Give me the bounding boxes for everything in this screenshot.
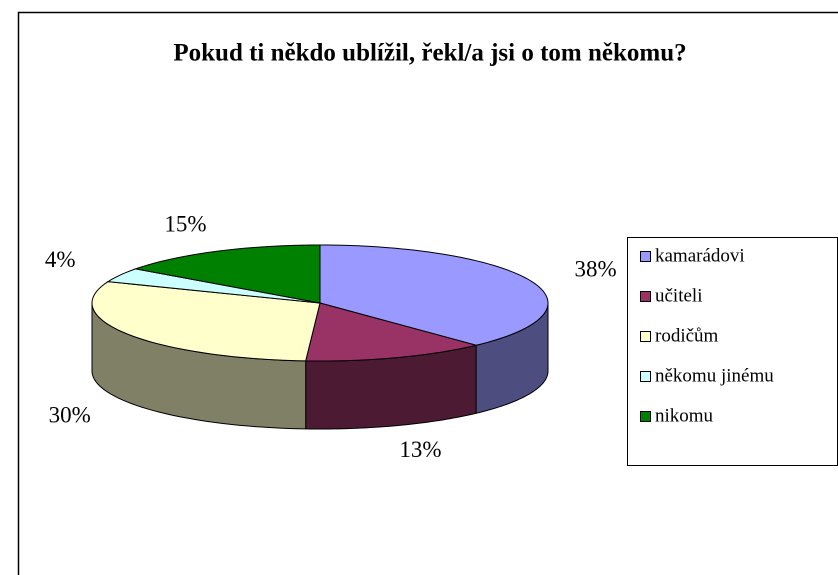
legend-label: kamarádovi (655, 245, 745, 266)
data-label: 13% (399, 437, 441, 462)
legend-swatch (640, 371, 651, 382)
slice (106, 268, 321, 304)
data-label: 38% (574, 257, 616, 282)
legend-swatch (640, 411, 651, 422)
legend-swatch (640, 291, 651, 302)
slice (133, 244, 321, 304)
data-label: 15% (164, 212, 206, 237)
chart-title: Pokud ti někdo ublížil, řekl/a jsi o tom… (173, 40, 686, 67)
legend-label: učiteli (655, 285, 702, 306)
legend-box (627, 237, 838, 466)
slice (305, 302, 477, 362)
slice (319, 244, 549, 346)
legend-label: rodičům (655, 325, 719, 346)
legend-label: nikomu (655, 405, 714, 426)
data-label: 4% (45, 247, 76, 272)
legend-swatch (640, 251, 651, 262)
legend-label: někomu jinému (655, 365, 774, 386)
legend-swatch (640, 331, 651, 342)
slice (91, 281, 321, 362)
data-label: 30% (49, 402, 91, 427)
